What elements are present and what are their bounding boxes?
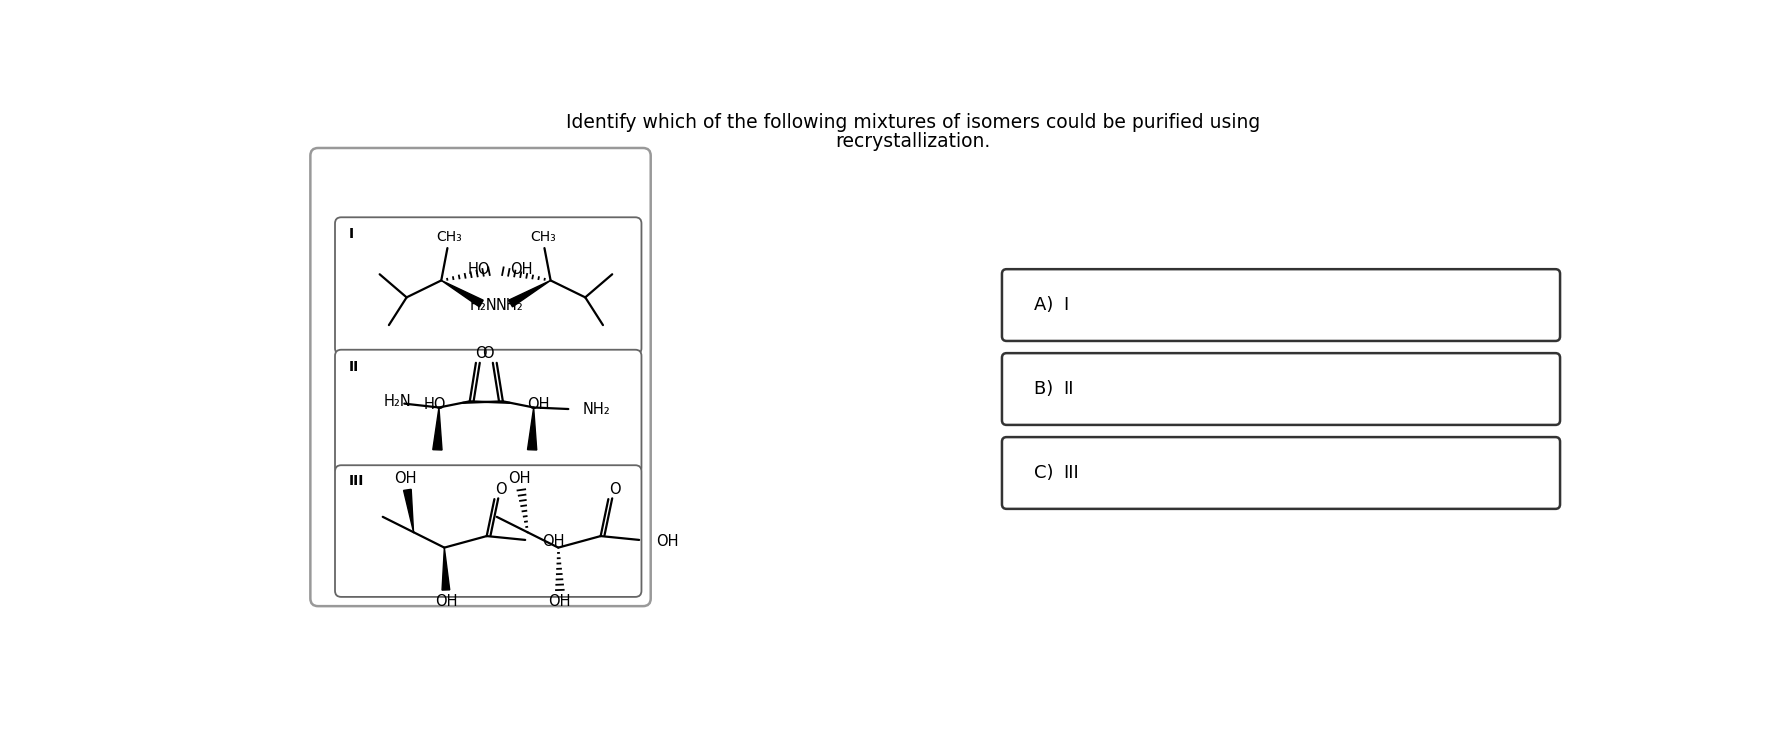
Text: HO: HO bbox=[467, 262, 490, 277]
Polygon shape bbox=[442, 547, 449, 590]
FancyBboxPatch shape bbox=[1001, 269, 1559, 341]
Polygon shape bbox=[403, 490, 413, 532]
Text: NH₂: NH₂ bbox=[495, 298, 522, 313]
Text: OH: OH bbox=[435, 594, 458, 609]
Text: OH: OH bbox=[542, 534, 565, 549]
Text: O: O bbox=[481, 346, 494, 361]
FancyBboxPatch shape bbox=[1001, 437, 1559, 509]
Text: OH: OH bbox=[549, 594, 570, 609]
Text: I: I bbox=[349, 227, 355, 241]
Text: I: I bbox=[1062, 296, 1067, 314]
Text: OH: OH bbox=[508, 471, 531, 486]
Text: II: II bbox=[1062, 380, 1073, 398]
Text: A): A) bbox=[1034, 296, 1059, 314]
Text: B): B) bbox=[1034, 380, 1059, 398]
Text: III: III bbox=[349, 475, 364, 488]
Polygon shape bbox=[433, 408, 442, 450]
Text: CH₃: CH₃ bbox=[529, 230, 556, 244]
FancyBboxPatch shape bbox=[335, 465, 642, 597]
Text: O: O bbox=[474, 346, 486, 361]
Text: II: II bbox=[349, 360, 360, 374]
Text: OH: OH bbox=[527, 397, 549, 412]
FancyBboxPatch shape bbox=[1001, 353, 1559, 425]
Text: OH: OH bbox=[394, 471, 417, 486]
Polygon shape bbox=[508, 280, 551, 307]
FancyBboxPatch shape bbox=[310, 148, 650, 606]
Text: OH: OH bbox=[656, 534, 679, 549]
Text: Identify which of the following mixtures of isomers could be purified using: Identify which of the following mixtures… bbox=[567, 113, 1260, 132]
Text: III: III bbox=[1062, 464, 1078, 482]
Text: O: O bbox=[609, 482, 620, 497]
Text: H₂N: H₂N bbox=[470, 298, 497, 313]
Text: O: O bbox=[495, 482, 506, 497]
Text: NH₂: NH₂ bbox=[583, 402, 609, 417]
Text: HO: HO bbox=[424, 397, 446, 412]
FancyBboxPatch shape bbox=[335, 350, 642, 474]
Text: recrystallization.: recrystallization. bbox=[836, 132, 991, 151]
Text: H₂N: H₂N bbox=[383, 394, 412, 409]
Text: CH₃: CH₃ bbox=[437, 230, 462, 244]
Polygon shape bbox=[527, 408, 536, 450]
Polygon shape bbox=[442, 280, 483, 307]
FancyBboxPatch shape bbox=[335, 217, 642, 354]
Text: OH: OH bbox=[511, 262, 533, 277]
Text: C): C) bbox=[1034, 464, 1059, 482]
